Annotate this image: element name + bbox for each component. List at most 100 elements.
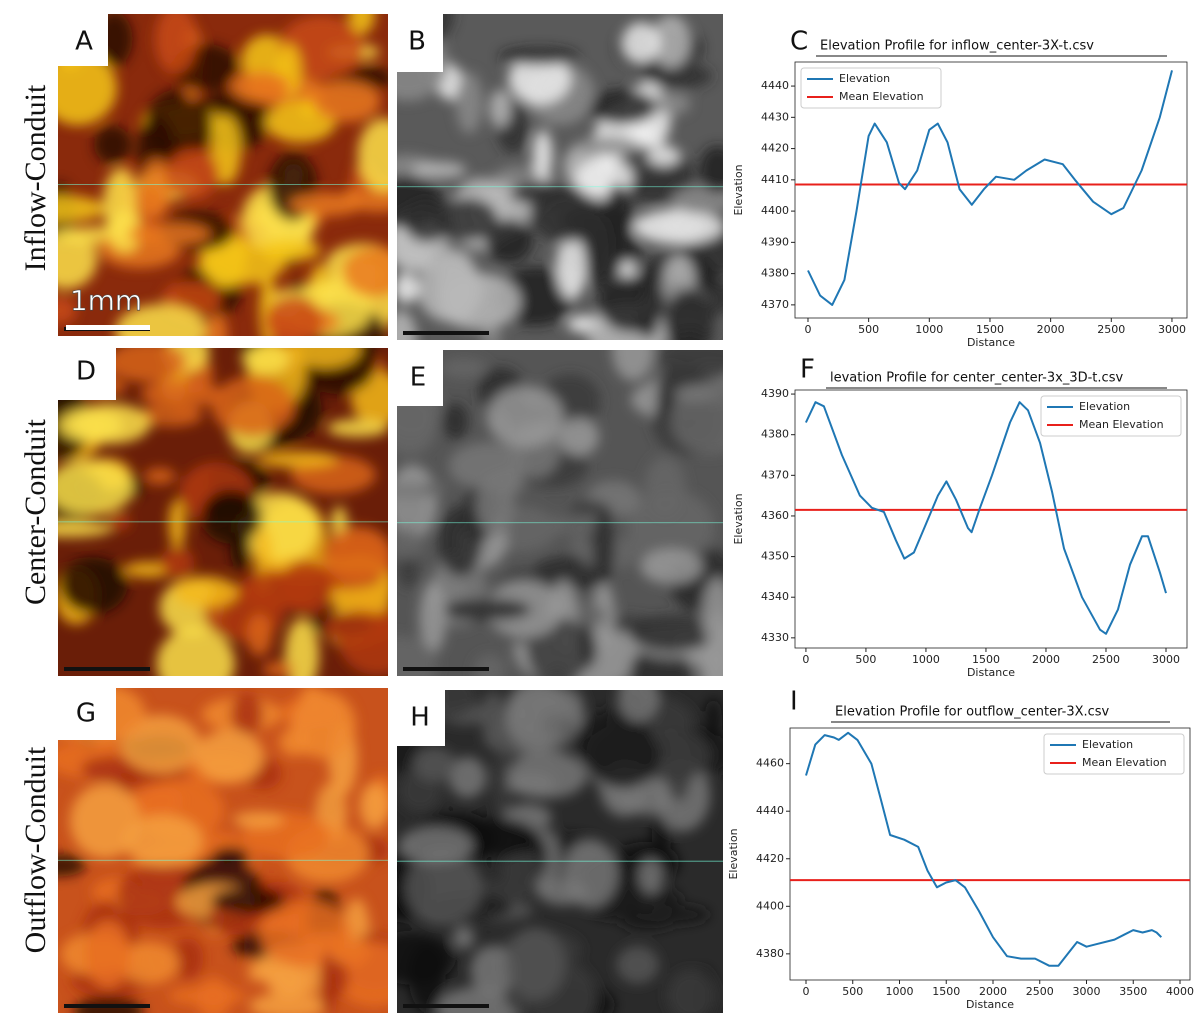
- elevation-line: [806, 402, 1166, 634]
- blob: [629, 616, 715, 652]
- blob: [359, 783, 389, 829]
- blob: [291, 691, 356, 758]
- blob: [618, 671, 659, 722]
- blob: [394, 273, 418, 303]
- blob: [312, 80, 380, 122]
- blob: [443, 403, 469, 440]
- y-tick-label: 4370: [761, 468, 789, 481]
- blob: [438, 506, 483, 576]
- blob: [289, 193, 362, 217]
- blob: [638, 858, 662, 893]
- legend-label: Elevation: [839, 72, 890, 85]
- blob: [201, 489, 262, 543]
- blob: [195, 730, 264, 783]
- row-label: Outflow-Conduit: [19, 746, 52, 953]
- blob: [173, 576, 238, 608]
- blob: [622, 22, 660, 62]
- blob: [699, 146, 736, 193]
- blob: [246, 613, 272, 656]
- panel-letter: C: [790, 27, 808, 57]
- chart: IElevation Profile for outflow_center-3X…: [727, 687, 1194, 1012]
- x-tick-label: 500: [842, 985, 863, 998]
- blob: [323, 610, 395, 646]
- x-tick-label: 3000: [1152, 653, 1180, 666]
- blob: [259, 239, 320, 261]
- scale-bar: [64, 667, 150, 671]
- scale-bar: [403, 1004, 489, 1008]
- x-axis-label: Distance: [966, 998, 1014, 1011]
- blob: [155, 5, 197, 74]
- legend-label: Elevation: [1079, 400, 1130, 413]
- legend-label: Mean Elevation: [1079, 418, 1164, 431]
- blob: [563, 840, 618, 908]
- x-tick-label: 2500: [1097, 323, 1125, 336]
- panel-letter: B: [408, 27, 426, 57]
- blob: [456, 72, 483, 134]
- blob: [703, 577, 733, 651]
- blob: [556, 235, 586, 300]
- blob: [644, 456, 685, 518]
- blob: [231, 693, 263, 736]
- blob: [507, 772, 555, 796]
- blob: [505, 927, 565, 1000]
- blob: [577, 136, 641, 155]
- y-tick-label: 4380: [761, 267, 789, 280]
- blob: [160, 547, 195, 578]
- x-tick-label: 2000: [1037, 323, 1065, 336]
- blob: [575, 603, 606, 626]
- panel-letter: I: [790, 687, 798, 717]
- blob: [145, 89, 211, 160]
- blob: [651, 92, 690, 115]
- blob: [399, 827, 474, 864]
- blob: [587, 89, 657, 124]
- y-tick-label: 4370: [761, 298, 789, 311]
- blob: [265, 296, 323, 347]
- blob: [705, 699, 723, 740]
- blob: [616, 946, 659, 984]
- blob: [658, 335, 739, 381]
- scale-bar: [64, 1004, 150, 1008]
- scale-label: 1mm: [70, 284, 142, 317]
- x-axis-label: Distance: [967, 336, 1015, 349]
- blob: [242, 345, 290, 374]
- blob: [485, 219, 533, 263]
- blob: [648, 146, 680, 166]
- y-tick-label: 4440: [756, 804, 784, 817]
- blob: [211, 376, 294, 436]
- y-axis-label: Elevation: [727, 828, 740, 879]
- y-tick-label: 4390: [761, 387, 789, 400]
- blob: [436, 249, 478, 325]
- blob: [585, 724, 661, 789]
- y-tick-label: 4390: [761, 235, 789, 248]
- y-tick-label: 4430: [761, 110, 789, 123]
- chart-title: Elevation Profile for inflow_center-3X-t…: [820, 39, 1094, 54]
- blob: [584, 215, 612, 284]
- row-label: Center-Conduit: [19, 418, 52, 605]
- blob: [413, 747, 457, 781]
- y-tick-label: 4420: [756, 852, 784, 865]
- blob: [558, 418, 599, 456]
- y-axis-label: Elevation: [732, 493, 745, 544]
- blob: [640, 549, 702, 584]
- blob: [60, 557, 128, 614]
- x-tick-label: 2000: [979, 985, 1007, 998]
- x-tick-label: 1500: [932, 985, 960, 998]
- blob: [412, 162, 467, 179]
- blob: [671, 186, 734, 214]
- blob: [166, 149, 220, 199]
- blob: [505, 679, 568, 752]
- x-tick-label: 1000: [912, 653, 940, 666]
- y-tick-label: 4350: [761, 550, 789, 563]
- figure: Inflow-Conduit Center-Conduit Outflow-Co…: [0, 0, 1199, 1015]
- blob: [263, 661, 294, 678]
- y-tick-label: 4440: [761, 79, 789, 92]
- blob: [441, 358, 487, 378]
- blob: [419, 582, 446, 652]
- y-tick-label: 4330: [761, 631, 789, 644]
- blob: [453, 926, 475, 949]
- blob: [495, 468, 524, 496]
- y-tick-label: 4420: [761, 142, 789, 155]
- blob: [674, 385, 715, 402]
- y-tick-label: 4380: [756, 947, 784, 960]
